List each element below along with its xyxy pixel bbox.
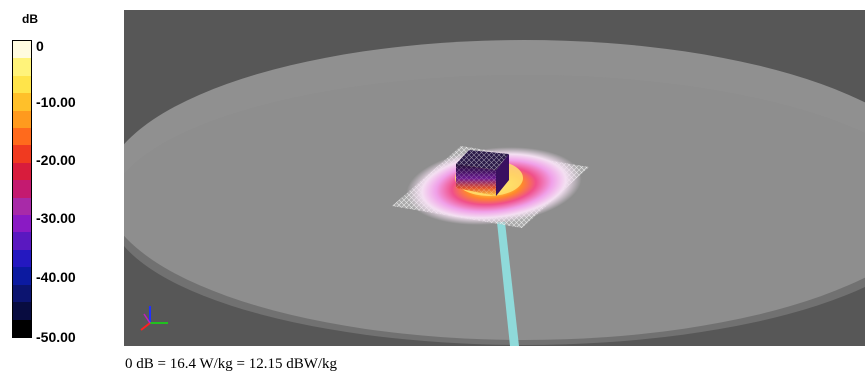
- color-scale-band: [13, 232, 31, 250]
- legend-tick-0: 0: [36, 38, 44, 54]
- color-scale-bar: [12, 40, 32, 338]
- legend-unit-label: dB: [22, 12, 38, 26]
- color-scale-band: [13, 162, 31, 181]
- legend-tick-2: -20.00: [36, 152, 76, 168]
- color-scale-band: [13, 215, 31, 233]
- color-scale-band: [13, 145, 31, 163]
- reference-level-caption: 0 dB = 16.4 W/kg = 12.15 dBW/kg: [125, 356, 338, 372]
- color-scale-band: [13, 302, 31, 320]
- color-scale-band: [13, 75, 31, 94]
- color-scale-band: [13, 197, 31, 216]
- sar-3d-scene: [124, 40, 865, 346]
- color-scale-band: [13, 284, 31, 303]
- color-scale-band: [13, 180, 31, 198]
- legend-tick-3: -30.00: [36, 210, 76, 226]
- color-scale-band: [13, 58, 31, 76]
- color-scale-band: [13, 110, 31, 129]
- xyz-axes-icon: [140, 306, 168, 331]
- color-scale-band: [13, 128, 31, 146]
- sar-3d-view[interactable]: [124, 10, 865, 346]
- feed-line: [497, 222, 519, 346]
- legend-tick-1: -10.00: [36, 94, 76, 110]
- color-scale-band: [13, 319, 31, 337]
- color-scale-band: [13, 93, 31, 111]
- legend-tick-5: -50.00: [36, 329, 76, 345]
- color-scale-band: [13, 267, 31, 285]
- color-scale-band: [13, 41, 31, 59]
- zoom-scan-cube: [456, 150, 509, 196]
- color-scale-band: [13, 249, 31, 268]
- legend-tick-4: -40.00: [36, 269, 76, 285]
